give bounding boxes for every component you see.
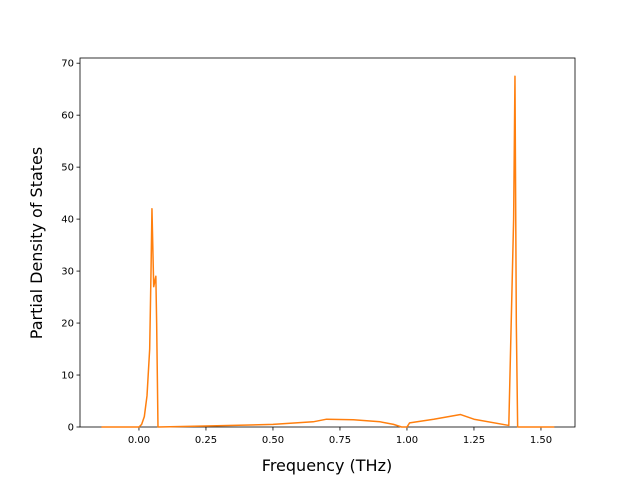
y-axis-label: Partial Density of States — [27, 147, 46, 339]
x-tick-label: 1.00 — [396, 435, 418, 446]
y-tick-label: 20 — [61, 319, 74, 330]
y-tick-label: 50 — [61, 163, 74, 174]
y-tick-label: 30 — [61, 267, 74, 278]
x-tick-label: 0.75 — [329, 435, 351, 446]
y-tick-label: 0 — [68, 423, 74, 434]
x-tick-label: 1.25 — [463, 435, 485, 446]
plot-frame — [79, 57, 576, 428]
y-tick-label: 60 — [61, 111, 74, 122]
x-tick-label: 0.50 — [262, 435, 284, 446]
data-line — [101, 75, 555, 428]
y-tick-label: 40 — [61, 215, 74, 226]
x-tick-label: 0.00 — [128, 435, 150, 446]
x-tick-label: 0.25 — [195, 435, 217, 446]
y-tick-label: 10 — [61, 371, 74, 382]
y-tick-label: 70 — [61, 59, 74, 70]
x-tick-label: 1.50 — [530, 435, 552, 446]
x-axis-label: Frequency (THz) — [262, 456, 392, 475]
